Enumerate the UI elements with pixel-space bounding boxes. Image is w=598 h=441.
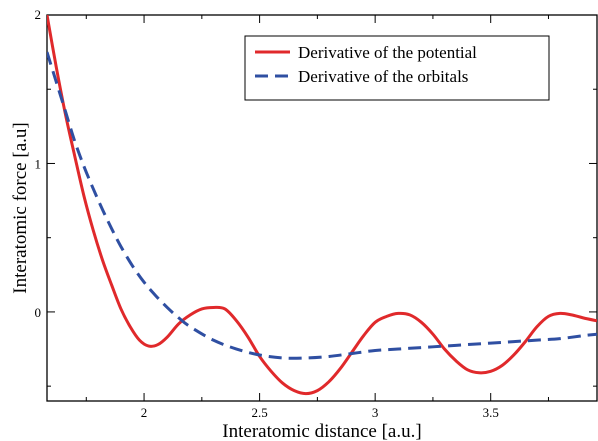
x-tick-label: 3.5 [483, 405, 499, 420]
y-tick-label: 2 [35, 7, 42, 22]
legend-label-orbitals: Derivative of the orbitals [298, 67, 468, 86]
series-line-potential [47, 15, 597, 396]
axis-ticks [47, 14, 597, 401]
series-line-orbitals [47, 51, 597, 360]
plot-area: 2 2.5 3 3.5 0 1 2 [35, 7, 598, 420]
plot-frame [46, 14, 598, 402]
legend: Derivative of the potential Derivative o… [244, 35, 550, 101]
legend-label-potential: Derivative of the potential [298, 43, 477, 62]
x-tick-label: 3 [372, 405, 379, 420]
series-layer [47, 15, 597, 396]
legend-box [244, 35, 550, 101]
x-tick-label: 2.5 [251, 405, 267, 420]
y-axis-label: Interatomic force [a.u] [10, 122, 31, 293]
x-tick-label: 2 [141, 405, 148, 420]
y-tick-label: 0 [35, 305, 42, 320]
x-axis-label: Interatomic distance [a.u.] [222, 421, 421, 441]
axis-tick-labels: 2 2.5 3 3.5 0 1 2 [35, 7, 499, 420]
y-tick-label: 1 [35, 156, 42, 171]
